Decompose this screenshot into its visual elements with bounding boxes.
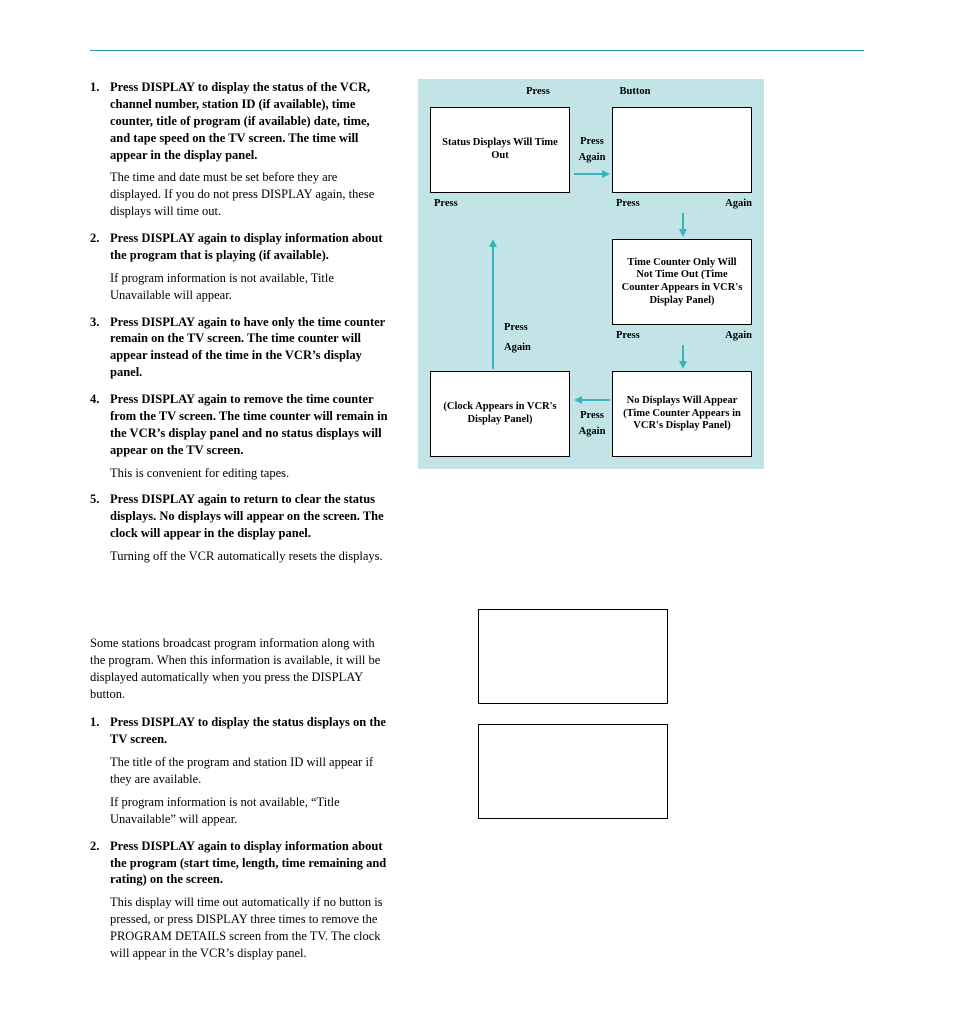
label-again-below-2: Again: [712, 197, 752, 211]
box-blank-top: [612, 107, 752, 193]
header-press: Press: [518, 85, 558, 99]
arrow-left-1: [574, 395, 610, 405]
header-button: Button: [610, 85, 660, 99]
step-3-bold: Press DISPLAY again to have only the tim…: [110, 315, 385, 380]
box3-text: Time Counter Only Will Not Time Out (Tim…: [621, 257, 743, 307]
step-4-bold: Press DISPLAY again to remove the time c…: [110, 392, 388, 457]
box-clock-appears: (Clock Appears in VCR's Display Panel): [430, 371, 570, 457]
arrow-down-2: [678, 345, 688, 369]
step2-2-bold: Press DISPLAY again to display informati…: [110, 839, 386, 887]
box1-text: Status Displays Will Time Out: [439, 137, 561, 162]
label-press-below-2: Press: [616, 197, 656, 211]
columns: Press DISPLAY to display the status of t…: [90, 79, 864, 972]
step-5: Press DISPLAY again to return to clear t…: [90, 491, 390, 565]
step2-2: Press DISPLAY again to display informati…: [90, 838, 390, 962]
left-column: Press DISPLAY to display the status of t…: [90, 79, 390, 972]
arrow-up-1: [488, 239, 498, 369]
flow-diagram: Press Button Status Displays Will Time O…: [418, 79, 764, 469]
label-again-1: Again: [574, 151, 610, 165]
step-1: Press DISPLAY to display the status of t…: [90, 79, 390, 220]
right-column: Press Button Status Displays Will Time O…: [418, 79, 764, 972]
step-2-para: If program information is not available,…: [110, 270, 390, 304]
step-2: Press DISPLAY again to display informati…: [90, 230, 390, 304]
label-press-4: Press: [574, 409, 610, 423]
blank-box-2: [478, 724, 668, 819]
box-time-counter: Time Counter Only Will Not Time Out (Tim…: [612, 239, 752, 325]
label-press-5: Press: [504, 321, 544, 335]
label-press-1: Press: [574, 135, 610, 149]
step-5-para: Turning off the VCR automatically resets…: [110, 548, 390, 565]
label-again-below-3: Again: [712, 329, 752, 343]
step2-1-para-b: If program information is not available,…: [110, 794, 390, 828]
box4-text: No Displays Will Appear (Time Counter Ap…: [621, 395, 743, 433]
label-again-4: Again: [574, 425, 610, 439]
label-press-below-1: Press: [434, 197, 474, 211]
blank-box-1: [478, 609, 668, 704]
top-rule: [90, 50, 864, 51]
step-1-para: The time and date must be set before the…: [110, 169, 390, 220]
arrow-right-1: [574, 169, 610, 179]
box5-text: (Clock Appears in VCR's Display Panel): [439, 401, 561, 426]
step-3: Press DISPLAY again to have only the tim…: [90, 314, 390, 382]
step-4: Press DISPLAY again to remove the time c…: [90, 391, 390, 481]
step-2-bold: Press DISPLAY again to display informati…: [110, 231, 383, 262]
section2-intro: Some stations broadcast program informat…: [90, 635, 390, 703]
steps-list-2: Press DISPLAY to display the status disp…: [90, 714, 390, 961]
step2-1-para-a: The title of the program and station ID …: [110, 754, 390, 788]
step2-2-para: This display will time out automatically…: [110, 894, 390, 962]
arrow-down-1: [678, 213, 688, 237]
box-status-displays: Status Displays Will Time Out: [430, 107, 570, 193]
step2-1-bold: Press DISPLAY to display the status disp…: [110, 715, 386, 746]
step-4-para: This is convenient for editing tapes.: [110, 465, 390, 482]
step-5-bold: Press DISPLAY again to return to clear t…: [110, 492, 384, 540]
box-no-displays: No Displays Will Appear (Time Counter Ap…: [612, 371, 752, 457]
steps-list-1: Press DISPLAY to display the status of t…: [90, 79, 390, 565]
label-press-below-3: Press: [616, 329, 656, 343]
step2-1: Press DISPLAY to display the status disp…: [90, 714, 390, 827]
label-again-5: Again: [504, 341, 544, 355]
step-1-bold: Press DISPLAY to display the status of t…: [110, 80, 370, 162]
